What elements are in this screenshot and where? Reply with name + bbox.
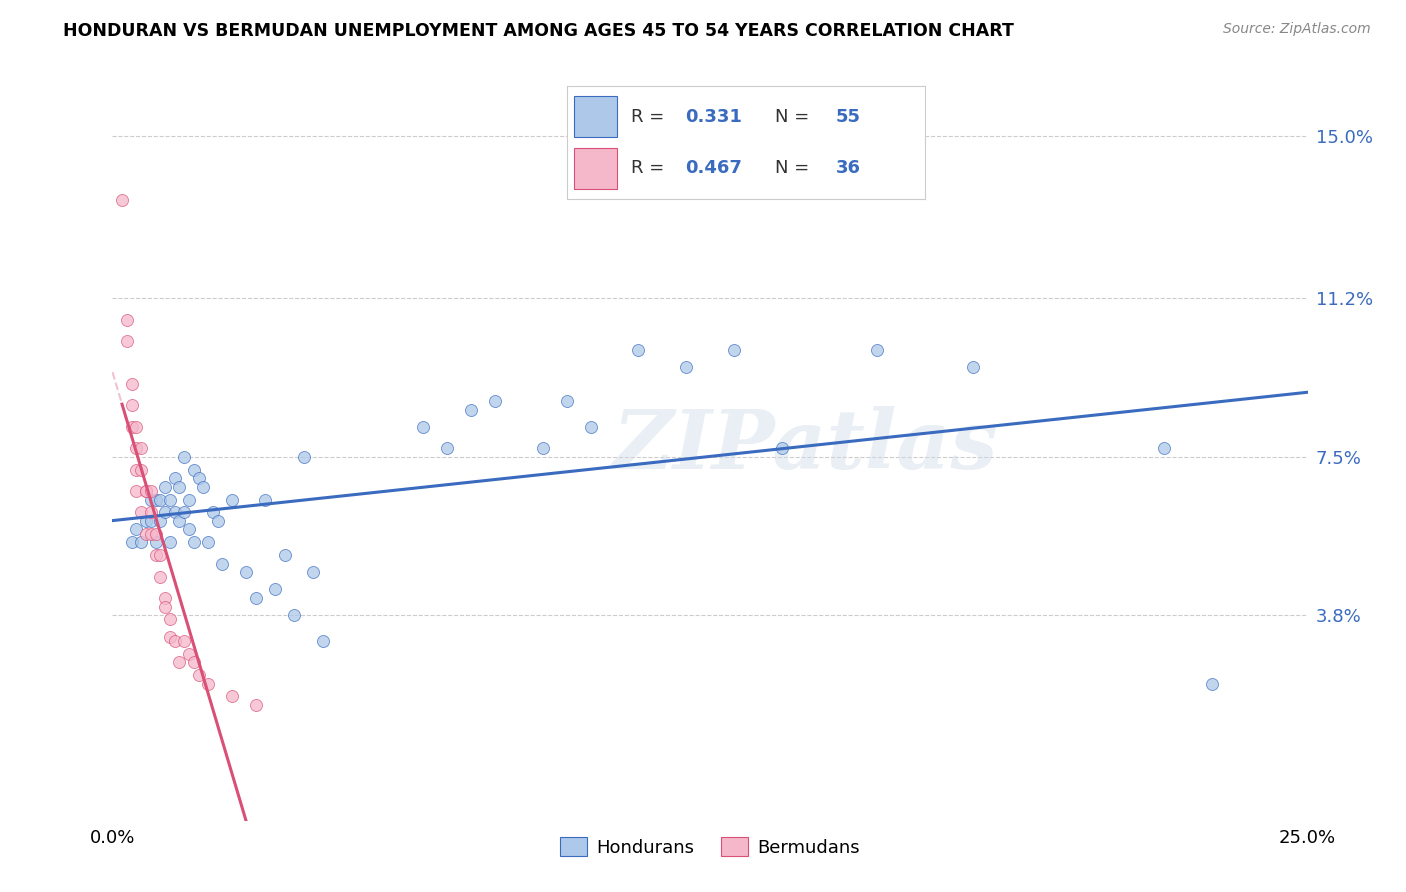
Point: [173, 450, 195, 464]
Point: [484, 394, 506, 409]
Point: [183, 535, 205, 549]
Point: [177, 647, 200, 661]
Point: [460, 402, 482, 417]
Point: [207, 514, 229, 528]
Point: [273, 548, 295, 562]
Point: [125, 483, 148, 498]
Point: [197, 676, 219, 690]
Point: [211, 557, 233, 571]
Point: [145, 548, 167, 562]
Point: [153, 591, 176, 605]
Point: [412, 419, 434, 434]
Point: [159, 612, 181, 626]
Point: [169, 514, 191, 528]
Point: [201, 505, 224, 519]
Point: [1153, 441, 1175, 455]
Point: [139, 514, 162, 528]
Point: [183, 655, 205, 669]
Point: [283, 608, 305, 623]
Point: [125, 462, 148, 476]
Point: [129, 441, 152, 455]
Point: [866, 343, 889, 357]
Point: [235, 566, 257, 580]
Point: [221, 492, 243, 507]
Point: [723, 343, 745, 357]
Point: [121, 535, 143, 549]
Point: [145, 492, 167, 507]
Point: [173, 505, 195, 519]
Point: [129, 535, 152, 549]
Point: [254, 492, 277, 507]
Point: [177, 492, 200, 507]
Point: [245, 698, 267, 712]
Point: [163, 471, 186, 485]
Point: [135, 483, 157, 498]
Point: [135, 514, 157, 528]
Point: [149, 548, 172, 562]
Point: [129, 462, 152, 476]
Point: [159, 492, 181, 507]
Point: [139, 526, 162, 541]
Point: [139, 505, 162, 519]
Point: [135, 526, 157, 541]
Point: [139, 492, 162, 507]
Point: [627, 343, 650, 357]
Point: [169, 655, 191, 669]
Point: [163, 633, 186, 648]
Point: [770, 441, 793, 455]
Point: [115, 334, 138, 348]
Point: [145, 535, 167, 549]
Point: [125, 441, 148, 455]
Point: [187, 471, 209, 485]
Point: [312, 633, 335, 648]
Point: [193, 480, 215, 494]
Text: Source: ZipAtlas.com: Source: ZipAtlas.com: [1223, 22, 1371, 37]
Point: [579, 419, 602, 434]
Point: [149, 492, 172, 507]
Point: [139, 483, 162, 498]
Point: [135, 483, 157, 498]
Point: [149, 569, 172, 583]
Point: [145, 526, 167, 541]
Point: [129, 505, 152, 519]
Point: [292, 450, 315, 464]
Point: [111, 193, 134, 207]
Point: [163, 505, 186, 519]
Point: [121, 398, 143, 412]
Point: [264, 582, 287, 597]
Point: [169, 480, 191, 494]
Legend: Hondurans, Bermudans: Hondurans, Bermudans: [553, 830, 868, 864]
Text: ZIPatlas: ZIPatlas: [613, 406, 998, 486]
Point: [302, 566, 325, 580]
Point: [962, 359, 984, 374]
Point: [125, 419, 148, 434]
Point: [675, 359, 697, 374]
Point: [149, 514, 172, 528]
Point: [153, 505, 176, 519]
Point: [159, 630, 181, 644]
Point: [221, 690, 243, 704]
Point: [245, 591, 267, 605]
Text: HONDURAN VS BERMUDAN UNEMPLOYMENT AMONG AGES 45 TO 54 YEARS CORRELATION CHART: HONDURAN VS BERMUDAN UNEMPLOYMENT AMONG …: [63, 22, 1014, 40]
Point: [125, 523, 148, 537]
Point: [173, 633, 195, 648]
Point: [531, 441, 554, 455]
Point: [197, 535, 219, 549]
Point: [153, 480, 176, 494]
Point: [115, 312, 138, 326]
Point: [436, 441, 458, 455]
Point: [1201, 676, 1223, 690]
Point: [121, 419, 143, 434]
Point: [187, 668, 209, 682]
Point: [159, 535, 181, 549]
Point: [177, 523, 200, 537]
Point: [121, 376, 143, 391]
Point: [183, 462, 205, 476]
Point: [555, 394, 578, 409]
Point: [153, 599, 176, 614]
